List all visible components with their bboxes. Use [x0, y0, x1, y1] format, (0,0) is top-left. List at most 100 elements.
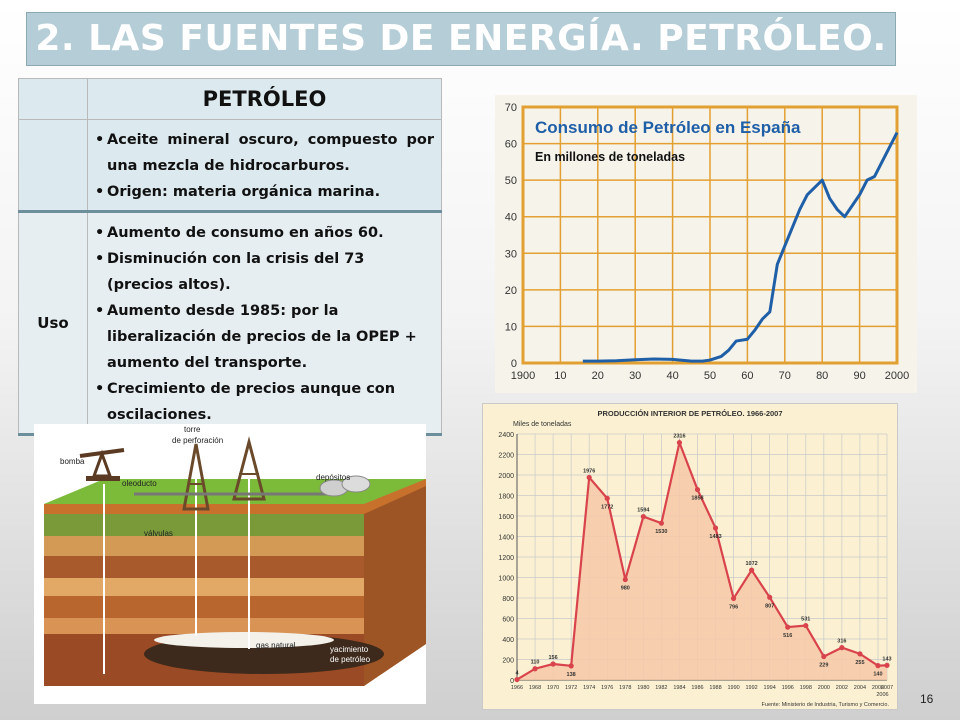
x-tick-label: 1998 — [800, 685, 812, 691]
header-empty-cell — [18, 78, 88, 120]
data-label: 316 — [837, 639, 846, 645]
x-tick-label: 1982 — [655, 685, 667, 691]
data-label: 140 — [873, 672, 882, 678]
x-tick-label: 2004 — [854, 685, 866, 691]
label-bomba: bomba — [60, 457, 85, 466]
data-label: 807 — [765, 603, 774, 609]
y-tick-label: 400 — [502, 637, 514, 644]
x-tick-label: 1970 — [547, 685, 559, 691]
data-point — [839, 645, 845, 651]
y-tick-label: 1000 — [498, 576, 514, 583]
label-de-petroleo: de petróleo — [330, 655, 371, 664]
label-torre: torre — [184, 425, 201, 434]
produccion-chart: PRODUCCIÓN INTERIOR DE PETRÓLEO. 1966-20… — [498, 409, 893, 708]
label-torre-perforacion: de perforación — [172, 436, 223, 445]
x-tick-label: 20 — [592, 370, 604, 382]
oil-field-diagram: bomba torre de perforación oleoducto dep… — [44, 425, 426, 686]
data-point — [586, 474, 592, 481]
y-tick-label: 2000 — [498, 473, 514, 480]
data-label: 138 — [567, 672, 576, 678]
data-point — [749, 567, 755, 573]
y-tick-label: 1600 — [498, 514, 514, 521]
list-item: Disminución con la crisis del 73 (precio… — [95, 246, 434, 298]
x-tick-label: 1994 — [764, 685, 776, 691]
data-label: 143 — [882, 656, 891, 662]
data-label: 796 — [729, 604, 738, 610]
x-tick-label: 40 — [666, 370, 678, 382]
data-label: 516 — [783, 633, 792, 639]
y-tick-label: 200 — [502, 658, 514, 665]
chart-title: PRODUCCIÓN INTERIOR DE PETRÓLEO. 1966-20… — [597, 409, 782, 418]
produccion-chart-panel: PRODUCCIÓN INTERIOR DE PETRÓLEO. 1966-20… — [482, 403, 898, 710]
data-point — [676, 440, 683, 446]
x-tick-label: 2006 — [876, 692, 888, 698]
label-gas-natural: gas natural — [256, 641, 296, 650]
label-oleoducto: oleoducto — [122, 479, 157, 488]
x-tick-label: 1988 — [709, 685, 721, 691]
label-yacimiento: yacimiento — [330, 645, 369, 654]
y-tick-label: 600 — [502, 617, 514, 624]
list-item: Aumento desde 1985: por la liberalizació… — [95, 298, 434, 376]
x-tick-label: 1976 — [601, 685, 613, 691]
list-item: Aceite mineral oscuro, compuesto por una… — [95, 127, 434, 179]
produccion-line — [516, 438, 888, 681]
y-tick-label: 40 — [505, 212, 517, 224]
x-tick-label: 60 — [741, 370, 753, 382]
row-label-uso: Uso — [18, 211, 88, 436]
title-bar: 2. LAS FUENTES DE ENERGÍA. PETRÓLEO. — [26, 12, 896, 66]
row-content: Aumento de consumo en años 60. Disminuci… — [87, 211, 442, 436]
label-valvulas: válvulas — [144, 529, 173, 538]
table-row: Uso Aumento de consumo en años 60. Dismi… — [18, 211, 442, 436]
y-tick-label: 800 — [502, 596, 514, 603]
x-tick-label: 90 — [853, 370, 865, 382]
data-label: 229 — [819, 663, 828, 669]
data-point — [514, 676, 520, 683]
data-label: 1072 — [746, 561, 758, 567]
data-point — [550, 661, 556, 667]
consumo-series-line — [582, 131, 899, 363]
y-tick-label: 2400 — [498, 432, 514, 439]
list-item: Origen: materia orgánica marina. — [95, 179, 434, 205]
consumo-chart-panel: 0 10 20 30 40 50 60 70 1900 10 20 30 40 50 60 70 80 90 200… — [495, 95, 917, 393]
data-point — [803, 622, 809, 629]
label-depositos: depósitos — [316, 473, 350, 482]
data-label: 1976 — [583, 468, 595, 474]
x-tick-label: 1986 — [691, 685, 703, 691]
data-label: 1594 — [637, 508, 650, 514]
data-label: 1858 — [691, 496, 703, 502]
x-tick-label: 1992 — [746, 685, 758, 691]
y-tick-label: 20 — [505, 285, 517, 297]
data-label: 1483 — [709, 534, 721, 540]
data-label: 2316 — [673, 434, 685, 440]
slide-title: 2. LAS FUENTES DE ENERGÍA. PETRÓLEO. — [35, 18, 887, 59]
chart-source: Fuente: Ministerio de Industria, Turismo… — [762, 702, 890, 708]
x-tick-label: 1900 — [511, 370, 535, 382]
data-point — [568, 663, 574, 669]
data-label: 1772 — [601, 504, 613, 510]
chart-subtitle: En millones de toneladas — [535, 150, 685, 164]
y-tick-label: 1400 — [498, 535, 514, 542]
data-point — [658, 520, 664, 526]
table-header-row: PETRÓLEO — [18, 78, 442, 120]
data-point — [884, 662, 890, 668]
consumo-chart: 0 10 20 30 40 50 60 70 1900 10 20 30 40 50 60 70 80 90 200… — [505, 102, 909, 382]
data-label: 255 — [855, 660, 864, 666]
data-point — [712, 525, 719, 531]
x-tick-label: 1974 — [583, 685, 595, 691]
data-point — [532, 666, 538, 672]
y-axis-label: Miles de toneladas — [513, 421, 572, 428]
page-number: 16 — [920, 692, 934, 706]
x-tick-label: 10 — [554, 370, 566, 382]
y-tick-label: 30 — [505, 248, 517, 260]
data-point — [785, 624, 791, 630]
data-point — [730, 595, 737, 602]
data-label: 156 — [549, 655, 558, 661]
x-tick-label: 1972 — [565, 685, 577, 691]
y-tick-label: 70 — [505, 102, 517, 114]
oil-extraction-illustration: bomba torre de perforación oleoducto dep… — [34, 424, 426, 704]
y-tick-label: 50 — [505, 175, 517, 187]
x-tick-label: 30 — [629, 370, 641, 382]
list-item: Aumento de consumo en años 60. — [95, 220, 434, 246]
x-tick-label: 1966 — [511, 685, 523, 691]
row-content: Aceite mineral oscuro, compuesto por una… — [87, 119, 442, 213]
